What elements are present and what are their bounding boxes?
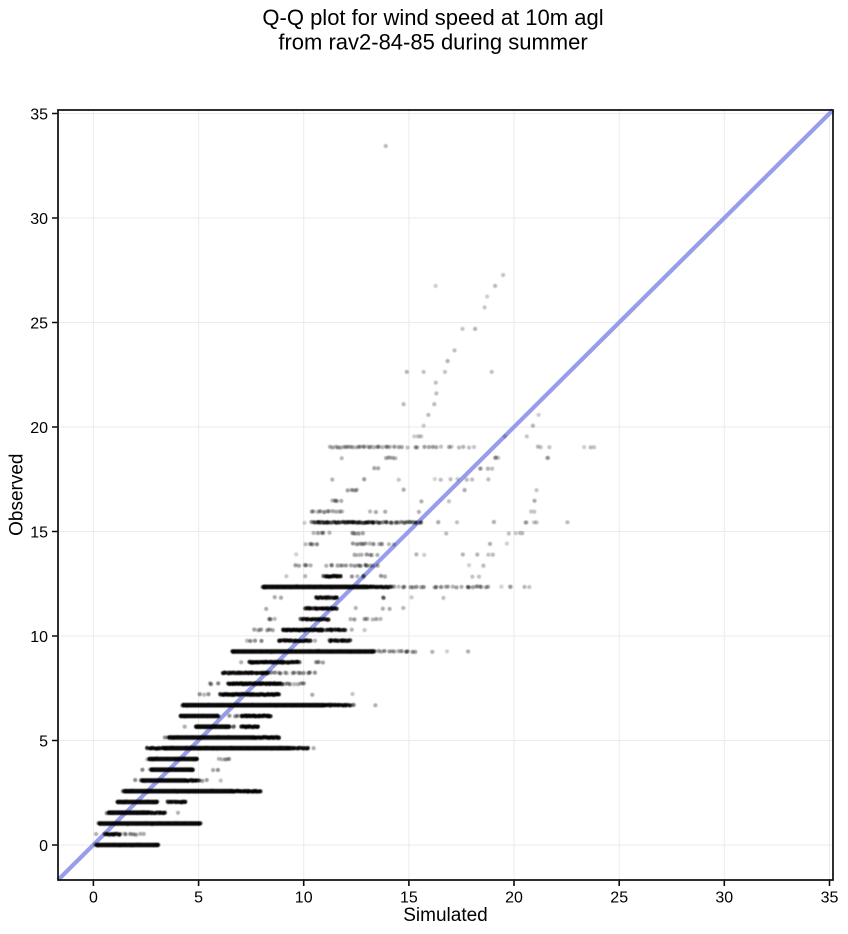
svg-text:30: 30 xyxy=(715,890,733,907)
svg-text:10: 10 xyxy=(30,629,48,646)
svg-text:20: 20 xyxy=(30,420,48,437)
svg-text:10: 10 xyxy=(295,890,313,907)
svg-text:5: 5 xyxy=(39,733,48,750)
svg-text:15: 15 xyxy=(400,890,418,907)
svg-text:35: 35 xyxy=(821,890,839,907)
svg-text:Simulated: Simulated xyxy=(403,905,488,926)
svg-text:15: 15 xyxy=(30,524,48,541)
svg-text:20: 20 xyxy=(505,890,523,907)
svg-text:Observed: Observed xyxy=(7,454,28,536)
svg-text:35: 35 xyxy=(30,106,48,123)
svg-text:25: 25 xyxy=(30,315,48,332)
svg-text:Q-Q plot for wind speed at 10m: Q-Q plot for wind speed at 10m agl xyxy=(262,5,603,30)
svg-text:0: 0 xyxy=(89,890,98,907)
svg-text:5: 5 xyxy=(194,890,203,907)
svg-text:25: 25 xyxy=(610,890,628,907)
svg-text:30: 30 xyxy=(30,211,48,228)
svg-text:from rav2-84-85 during summer: from rav2-84-85 during summer xyxy=(278,29,587,54)
svg-text:0: 0 xyxy=(39,838,48,855)
